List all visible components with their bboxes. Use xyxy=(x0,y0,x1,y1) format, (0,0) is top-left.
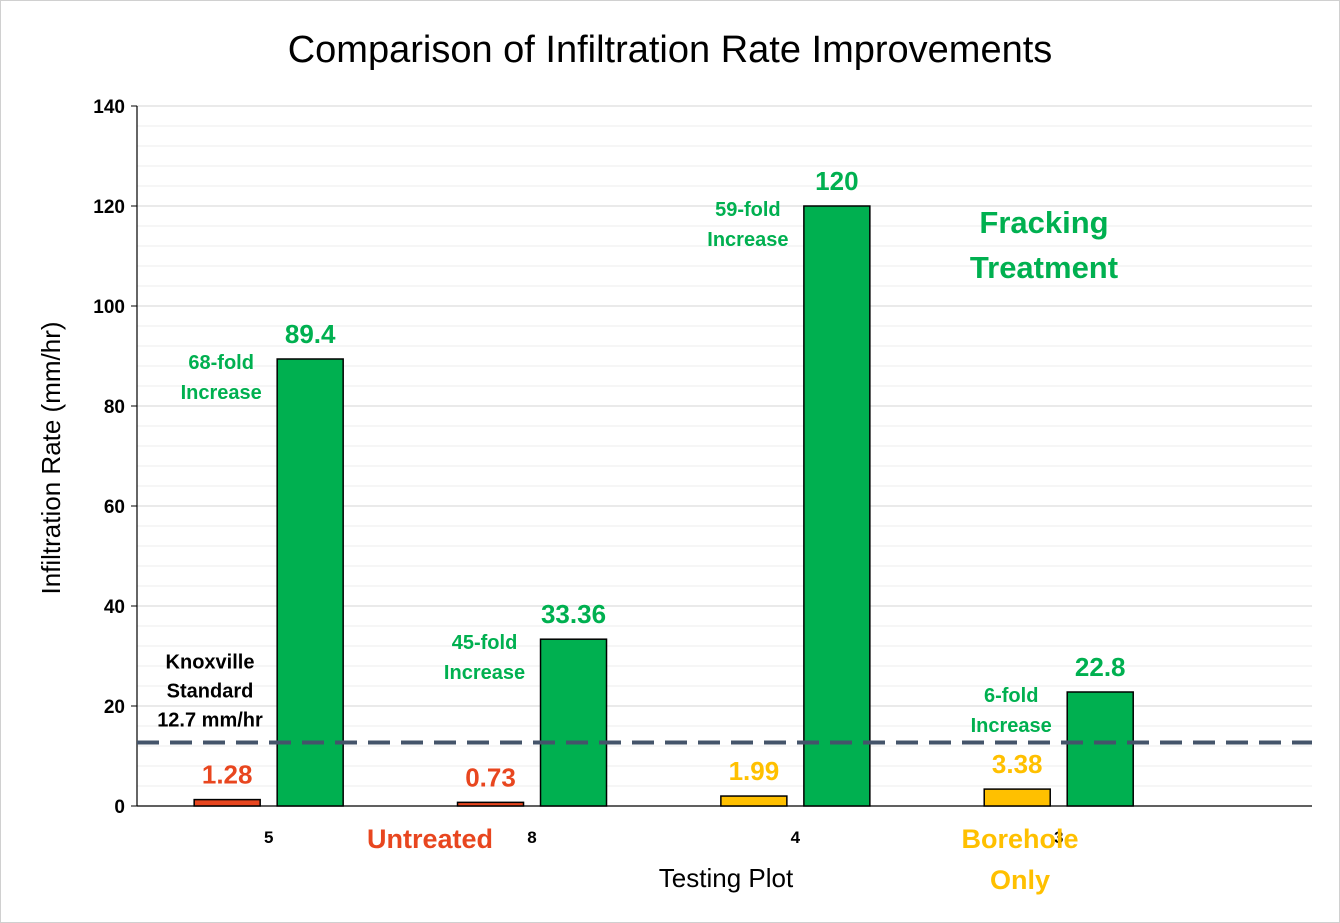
data-labels: 1.28 89.4 68-fold Increase 0.73 33.36 45-fold I… xyxy=(181,166,1126,792)
reference-line-label: Standard xyxy=(167,681,254,703)
borehole-label-line2: Only xyxy=(990,865,1050,895)
y-tick-label: 20 xyxy=(104,697,125,718)
y-tick-label: 60 xyxy=(104,497,125,518)
fracking-label-line1: Fracking xyxy=(979,205,1108,240)
fold-label-line1: 45-fold xyxy=(452,632,518,654)
fracking-label-line2: Treatment xyxy=(970,250,1118,285)
untreated-label: Untreated xyxy=(367,824,493,854)
y-tick-label: 80 xyxy=(104,397,125,418)
bars xyxy=(193,205,1134,807)
borehole-label-line1: Borehole xyxy=(961,824,1078,854)
x-axis-label: Testing Plot xyxy=(659,863,794,893)
chart-title: Comparison of Infiltration Rate Improvem… xyxy=(288,29,1053,71)
data-label-before: 1.99 xyxy=(729,756,780,786)
bar-after-treatment xyxy=(539,638,608,807)
y-tick-label: 140 xyxy=(93,97,125,118)
y-tick-label: 0 xyxy=(114,797,125,818)
y-tick-label: 120 xyxy=(93,197,125,218)
bar-after-treatment xyxy=(1066,691,1134,807)
data-label-after: 22.8 xyxy=(1075,652,1126,682)
y-tick-label: 100 xyxy=(93,297,125,318)
data-label-before: 3.38 xyxy=(992,749,1043,779)
reference-line-group: Knoxville Standard 12.7 mm/hr xyxy=(137,652,1312,745)
data-label-after: 120 xyxy=(815,166,858,196)
data-label-after: 33.36 xyxy=(541,599,606,629)
bar-before-treatment xyxy=(456,801,525,807)
x-axis-ticks: 5 8 4 3 xyxy=(264,828,1064,847)
x-tick-label: 4 xyxy=(791,828,801,847)
y-tick-label: 40 xyxy=(104,597,125,618)
bar-before-treatment xyxy=(193,798,261,807)
fold-label-line1: 6-fold xyxy=(984,685,1038,707)
fold-label-line1: 59-fold xyxy=(715,199,781,221)
data-label-before: 0.73 xyxy=(465,762,516,792)
fold-label-line2: Increase xyxy=(444,662,525,684)
bar-before-treatment xyxy=(720,795,788,807)
x-tick-label: 5 xyxy=(264,828,273,847)
x-tick-label: 8 xyxy=(527,828,536,847)
bar-after-treatment xyxy=(276,358,344,807)
reference-line-label: 12.7 mm/hr xyxy=(157,710,263,732)
fold-label-line2: Increase xyxy=(707,229,788,251)
y-axis-label: Infiltration Rate (mm/hr) xyxy=(36,321,66,594)
fold-label-line2: Increase xyxy=(971,715,1052,737)
fold-label-line2: Increase xyxy=(181,382,262,404)
data-label-before: 1.28 xyxy=(202,760,253,790)
fold-label-line1: 68-fold xyxy=(188,352,254,374)
y-axis-ticks: 0 20 40 60 80 100 120 140 xyxy=(93,97,137,818)
bar-after-treatment xyxy=(803,205,871,807)
bar-before-treatment xyxy=(983,788,1051,807)
data-label-after: 89.4 xyxy=(285,319,336,349)
reference-line-label: Knoxville xyxy=(166,652,255,674)
x-tick-label: 3 xyxy=(1054,828,1063,847)
